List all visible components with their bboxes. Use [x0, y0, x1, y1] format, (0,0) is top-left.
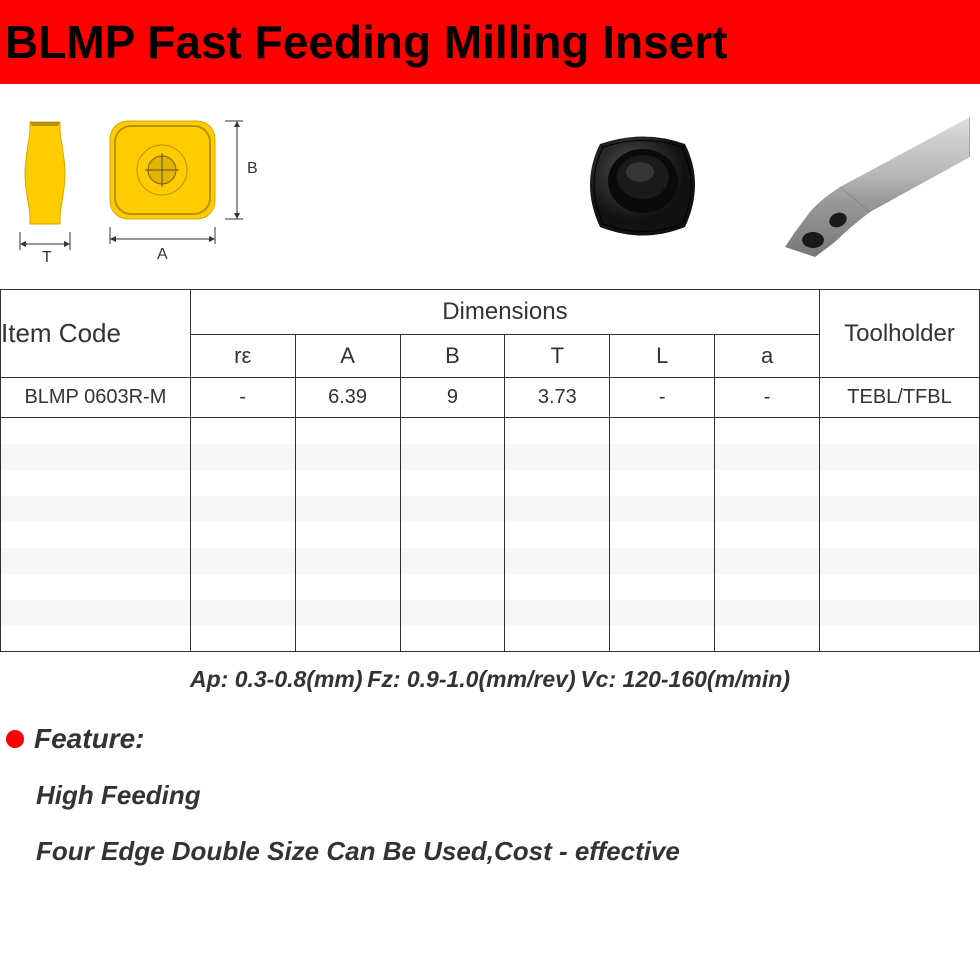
label-A: A	[157, 246, 168, 263]
col-item-code: Item Code	[1, 290, 191, 378]
param-vc: Vc: 120-160(m/min)	[580, 666, 790, 693]
feature-item: High Feeding	[6, 780, 974, 811]
specifications-table: Item Code Dimensions Toolholder rε A B T…	[0, 289, 980, 652]
param-fz: Fz: 0.9-1.0(mm/rev)	[367, 666, 575, 693]
col-toolholder: Toolholder	[820, 290, 980, 378]
col-re: rε	[190, 335, 295, 378]
cell-A: 6.39	[295, 378, 400, 418]
feature-item: Four Edge Double Size Can Be Used,Cost -…	[6, 836, 974, 867]
col-dimensions: Dimensions	[190, 290, 819, 335]
param-ap: Ap: 0.3-0.8(mm)	[190, 666, 363, 693]
cell-T: 3.73	[505, 378, 610, 418]
cell-B: 9	[400, 378, 505, 418]
col-a: a	[715, 335, 820, 378]
header-title: BLMP Fast Feeding Milling Insert	[5, 16, 727, 68]
side-view-diagram: T	[10, 112, 85, 267]
feature-heading: Feature:	[34, 723, 144, 755]
col-B: B	[400, 335, 505, 378]
diagrams-row: T B A	[0, 84, 980, 289]
cell-tool: TEBL/TFBL	[820, 378, 980, 418]
label-B: B	[247, 160, 258, 177]
cell-L: -	[610, 378, 715, 418]
insert-photo	[565, 119, 720, 259]
col-T: T	[505, 335, 610, 378]
technical-diagrams: T B A	[10, 109, 275, 269]
page-header: BLMP Fast Feeding Milling Insert	[0, 0, 980, 84]
label-T: T	[42, 249, 52, 266]
col-A: A	[295, 335, 400, 378]
bullet-icon	[6, 730, 24, 748]
toolholder-photo	[740, 112, 970, 267]
cell-item: BLMP 0603R-M	[1, 378, 191, 418]
cutting-parameters: Ap: 0.3-0.8(mm) Fz: 0.9-1.0(mm/rev) Vc: …	[0, 652, 980, 713]
cell-re: -	[190, 378, 295, 418]
table-row: BLMP 0603R-M - 6.39 9 3.73 - - TEBL/TFBL	[1, 378, 980, 418]
col-L: L	[610, 335, 715, 378]
top-view-diagram: B A	[95, 109, 275, 269]
feature-section: Feature: High Feeding Four Edge Double S…	[0, 713, 980, 897]
cell-a: -	[715, 378, 820, 418]
